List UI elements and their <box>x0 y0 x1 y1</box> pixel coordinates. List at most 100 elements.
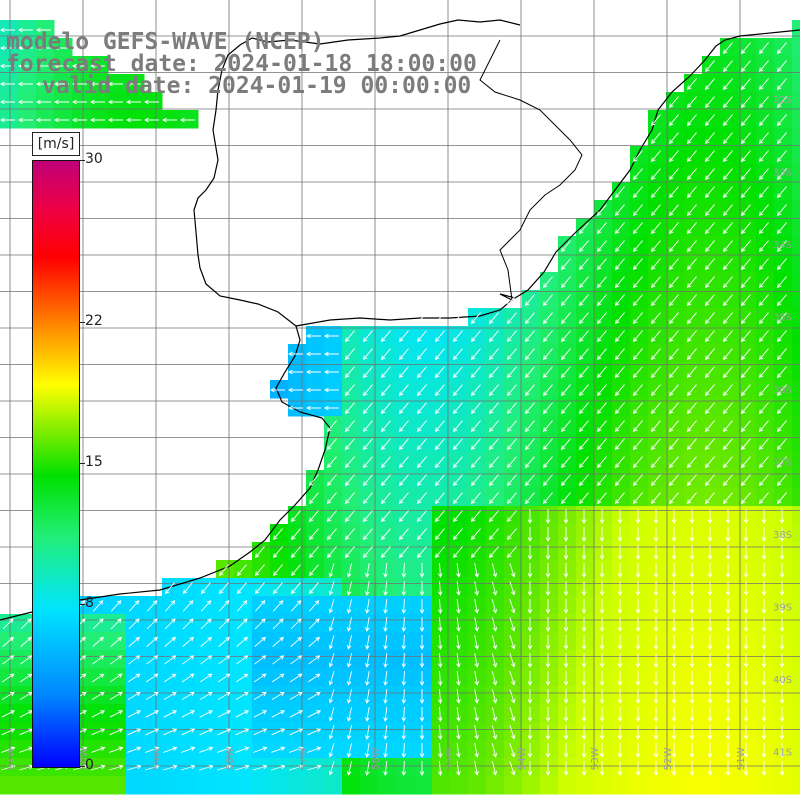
wind-arrow <box>181 673 195 683</box>
wind-arrow <box>365 617 370 632</box>
wind-cell <box>612 308 631 327</box>
wind-arrow <box>704 132 715 145</box>
wind-arrow <box>452 546 463 559</box>
wind-cell <box>360 506 379 525</box>
wind-arrow <box>0 81 15 87</box>
wind-cell <box>792 326 800 345</box>
wind-cell <box>450 758 469 777</box>
wind-arrow <box>686 204 697 217</box>
wind-arrow <box>743 527 749 542</box>
wind-arrow <box>761 653 767 668</box>
wind-cell <box>486 308 505 327</box>
wind-arrow <box>163 746 178 753</box>
wind-arrow <box>452 366 463 379</box>
wind-cell <box>540 506 559 525</box>
wind-arrow <box>362 420 373 433</box>
wind-cell <box>306 560 325 579</box>
wind-arrow <box>1 673 15 683</box>
wind-arrow <box>254 582 265 595</box>
wind-arrow <box>704 114 715 127</box>
wind-arrow <box>578 240 589 253</box>
wind-arrow <box>272 618 284 630</box>
wind-arrow <box>110 600 122 612</box>
wind-arrow <box>380 474 391 487</box>
wind-cell <box>144 92 163 111</box>
wind-cell <box>630 704 649 723</box>
wind-arrow <box>725 599 731 614</box>
wind-cell <box>702 470 721 489</box>
wind-cell <box>486 524 505 543</box>
wind-arrow <box>235 764 250 771</box>
wind-arrow <box>704 366 715 379</box>
wind-arrow <box>434 456 445 469</box>
wind-cell <box>684 560 703 579</box>
wind-cell <box>468 488 487 507</box>
wind-cell <box>594 560 613 579</box>
wind-arrow <box>163 764 178 771</box>
wind-cell <box>720 146 739 165</box>
wind-arrow <box>668 402 679 415</box>
wind-arrow <box>1 746 16 753</box>
wind-arrow <box>599 527 605 542</box>
wind-arrow <box>740 222 751 235</box>
wind-arrow <box>614 258 625 271</box>
wind-arrow <box>36 99 51 105</box>
colorbar-tick-mark <box>79 604 85 606</box>
wind-cell <box>756 470 775 489</box>
wind-cell <box>630 776 649 795</box>
wind-cell <box>504 434 523 453</box>
wind-cell <box>738 632 757 651</box>
wind-arrow <box>254 600 266 612</box>
wind-cell <box>738 740 757 759</box>
wind-arrow <box>704 312 715 325</box>
wind-arrow <box>456 599 461 614</box>
wind-cell <box>540 326 559 345</box>
wind-cell <box>738 614 757 633</box>
wind-arrow <box>326 420 337 433</box>
wind-arrow <box>108 81 123 87</box>
colorbar-tick-mark <box>79 463 85 464</box>
wind-cell <box>486 560 505 579</box>
wind-cell <box>702 182 721 201</box>
wind-cell <box>414 380 433 399</box>
wind-arrow <box>671 527 677 542</box>
wind-arrow <box>456 743 461 758</box>
colorbar-units: [m/s] <box>32 132 80 156</box>
wind-arrow <box>560 276 571 289</box>
wind-cell <box>648 686 667 705</box>
wind-arrow <box>632 330 643 343</box>
wind-cell <box>432 596 451 615</box>
wind-cell <box>756 758 775 777</box>
wind-cell <box>666 380 685 399</box>
wind-cell <box>738 668 757 687</box>
wind-arrow <box>671 635 677 650</box>
wind-arrow <box>722 150 733 163</box>
wind-cell <box>612 614 631 633</box>
wind-cell <box>36 776 55 795</box>
wind-cell <box>468 704 487 723</box>
wind-cell <box>738 434 757 453</box>
wind-cell <box>684 452 703 471</box>
wind-arrow <box>743 761 749 776</box>
wind-cell <box>702 650 721 669</box>
wind-arrow <box>383 580 388 596</box>
wind-cell <box>450 506 469 525</box>
wind-arrow <box>288 387 303 393</box>
wind-arrow <box>54 117 69 123</box>
wind-cell <box>450 650 469 669</box>
wind-arrow <box>380 492 391 505</box>
wind-cell <box>792 758 800 777</box>
wind-arrow <box>452 384 463 397</box>
wind-arrow <box>776 294 787 307</box>
wind-cell <box>774 686 793 705</box>
wind-cell <box>36 110 55 129</box>
wind-cell <box>270 380 289 399</box>
longitude-label: 60W <box>79 747 90 770</box>
wind-arrow <box>761 743 767 758</box>
wind-cell <box>576 308 595 327</box>
wind-arrow <box>416 456 427 469</box>
wind-cell <box>576 236 595 255</box>
wind-cell <box>594 344 613 363</box>
wind-arrow <box>324 405 339 411</box>
wind-arrow <box>164 618 176 630</box>
